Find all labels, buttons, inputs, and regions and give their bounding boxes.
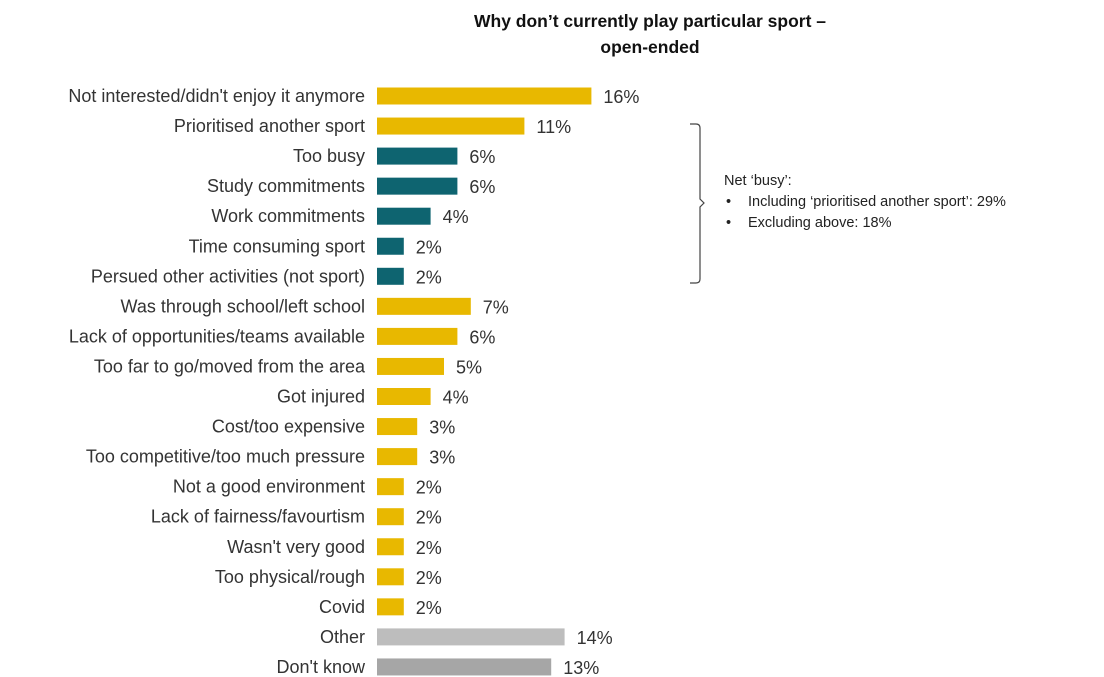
chart-title-line-2: open-ended (600, 37, 700, 57)
net-busy-annotation: Net ‘busy’: Including ‘prioritised anoth… (724, 171, 1006, 234)
net-busy-item-including: Including ‘prioritised another sport’: 2… (724, 192, 1006, 213)
net-busy-heading: Net ‘busy’: (724, 173, 792, 189)
bar-cost-too-expensive (377, 418, 418, 436)
category-label-not-a-good-environment: Not a good environment (173, 477, 365, 497)
bar-lack-of-fairness-favourtism (377, 508, 404, 526)
value-label-too-busy: 6% (469, 147, 495, 167)
value-label-got-injured: 4% (443, 388, 469, 408)
chart-title: Why don’t currently play particular spor… (380, 8, 920, 60)
bar-covid (377, 598, 404, 616)
bar-study-commitments (377, 177, 458, 195)
value-label-persued-other-activities-not-sport: 2% (416, 267, 442, 287)
bar-too-competitive-too-much-pressure (377, 448, 418, 466)
bar-lack-of-opportunities-teams-available (377, 327, 458, 345)
value-label-work-commitments: 4% (443, 207, 469, 227)
category-label-too-physical-rough: Too physical/rough (215, 567, 365, 587)
net-busy-item-excluding: Excluding above: 18% (724, 213, 1006, 234)
category-label-lack-of-fairness-favourtism: Lack of fairness/favourtism (151, 507, 365, 527)
bar-got-injured (377, 388, 431, 405)
net-busy-list: Including ‘prioritised another sport’: 2… (724, 192, 1006, 234)
value-label-covid: 2% (416, 598, 442, 618)
value-label-lack-of-fairness-favourtism: 2% (416, 508, 442, 528)
category-label-too-far-to-go-moved-from-the-area: Too far to go/moved from the area (94, 356, 366, 376)
value-label-not-a-good-environment: 2% (416, 478, 442, 498)
value-label-prioritised-another-sport: 11% (536, 117, 571, 137)
category-label-lack-of-opportunities-teams-available: Lack of opportunities/teams available (69, 326, 365, 346)
chart-title-line-1: Why don’t currently play particular spor… (473, 11, 826, 31)
value-label-cost-too-expensive: 3% (429, 418, 455, 438)
category-label-don-t-know: Don't know (277, 657, 366, 677)
net-busy-bracket (690, 123, 705, 284)
category-label-too-competitive-too-much-pressure: Too competitive/too much pressure (86, 447, 365, 467)
category-label-time-consuming-sport: Time consuming sport (189, 236, 365, 256)
value-label-too-far-to-go-moved-from-the-area: 5% (456, 357, 482, 377)
bar-work-commitments (377, 207, 431, 225)
bar-prioritised-another-sport (377, 117, 525, 135)
bar-persued-other-activities-not-sport (377, 267, 404, 285)
value-label-wasn-t-very-good: 2% (416, 538, 442, 558)
value-label-time-consuming-sport: 2% (416, 237, 442, 257)
bar-don-t-know (377, 658, 552, 676)
category-label-cost-too-expensive: Cost/too expensive (212, 417, 365, 437)
bar-time-consuming-sport (377, 237, 404, 255)
category-label-work-commitments: Work commitments (211, 206, 365, 226)
category-label-other: Other (320, 627, 365, 647)
value-label-not-interested-didn-t-enjoy-it-anymore: 16% (603, 87, 639, 107)
category-label-prioritised-another-sport: Prioritised another sport (174, 116, 365, 136)
bar-not-a-good-environment (377, 478, 404, 496)
category-label-got-injured: Got injured (277, 387, 365, 407)
category-label-was-through-school-left-school: Was through school/left school (121, 296, 365, 316)
value-label-too-competitive-too-much-pressure: 3% (429, 448, 455, 468)
value-label-lack-of-opportunities-teams-available: 6% (469, 327, 495, 347)
value-label-study-commitments: 6% (469, 177, 495, 197)
category-label-persued-other-activities-not-sport: Persued other activities (not sport) (91, 266, 365, 286)
category-label-not-interested-didn-t-enjoy-it-anymore: Not interested/didn't enjoy it anymore (68, 86, 365, 106)
value-label-too-physical-rough: 2% (416, 568, 442, 588)
bar-too-busy (377, 147, 458, 165)
value-label-don-t-know: 13% (563, 658, 599, 677)
bar-not-interested-didn-t-enjoy-it-anymore (377, 87, 592, 105)
value-label-was-through-school-left-school: 7% (483, 297, 509, 317)
category-label-too-busy: Too busy (293, 146, 365, 166)
bar-wasn-t-very-good (377, 538, 404, 556)
category-label-study-commitments: Study commitments (207, 176, 365, 196)
bar-other (377, 628, 565, 646)
value-label-other: 14% (577, 628, 613, 648)
category-label-covid: Covid (319, 597, 365, 617)
category-label-wasn-t-very-good: Wasn't very good (227, 537, 365, 557)
bar-too-far-to-go-moved-from-the-area (377, 357, 444, 375)
bar-too-physical-rough (377, 568, 404, 586)
bar-was-through-school-left-school (377, 297, 471, 315)
